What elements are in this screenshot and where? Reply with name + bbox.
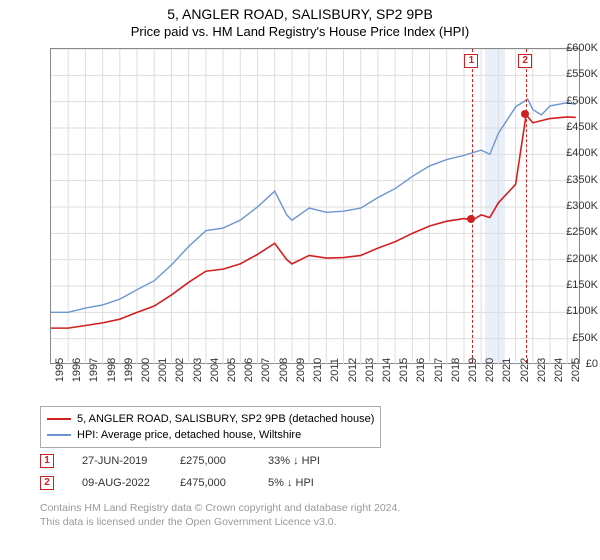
sale-date: 27-JUN-2019 [72,455,162,467]
x-tick-label: 2010 [312,358,324,382]
legend-label: HPI: Average price, detached house, Wilt… [77,429,301,441]
x-tick-label: 2006 [243,358,255,382]
x-tick-label: 2009 [295,358,307,382]
x-tick-label: 2011 [329,358,341,382]
sale-price: £275,000 [180,455,250,467]
x-tick-label: 1998 [106,358,118,382]
legend-label: 5, ANGLER ROAD, SALISBURY, SP2 9PB (deta… [77,413,374,425]
x-tick-label: 2014 [381,358,393,382]
sales-row: 2 09-AUG-2022 £475,000 5% ↓ HPI [40,472,358,494]
series-property [51,115,576,328]
legend-swatch [47,418,71,420]
sales-row-marker: 2 [40,476,54,490]
y-tick-label: £200K [550,253,598,265]
legend-swatch [47,434,71,436]
y-tick-label: £550K [550,68,598,80]
credit-line-2: This data is licensed under the Open Gov… [40,516,400,530]
y-tick-label: £400K [550,147,598,159]
sale-vline [472,49,473,363]
x-tick-label: 1999 [123,358,135,382]
x-tick-label: 2001 [157,358,169,382]
sale-marker-box: 1 [464,54,478,68]
y-tick-label: £250K [550,226,598,238]
legend-row: HPI: Average price, detached house, Wilt… [47,427,374,443]
sale-date: 09-AUG-2022 [72,477,162,489]
y-tick-label: £100K [550,305,598,317]
x-tick-label: 2002 [174,358,186,382]
sales-row: 1 27-JUN-2019 £275,000 33% ↓ HPI [40,450,358,472]
y-tick-label: £300K [550,200,598,212]
y-tick-label: £350K [550,174,598,186]
chart-subtitle: Price paid vs. HM Land Registry's House … [0,22,600,39]
x-tick-label: 2007 [260,358,272,382]
x-tick-label: 2023 [536,358,548,382]
legend-row: 5, ANGLER ROAD, SALISBURY, SP2 9PB (deta… [47,411,374,427]
sale-vline [526,49,527,363]
x-tick-label: 1996 [71,358,83,382]
x-tick-label: 2025 [570,358,582,382]
x-tick-label: 2013 [364,358,376,382]
y-tick-label: £450K [550,121,598,133]
sale-diff: 5% ↓ HPI [268,477,358,489]
line-chart-svg [51,49,581,365]
sale-diff: 33% ↓ HPI [268,455,358,467]
sale-marker-box: 2 [518,54,532,68]
x-tick-label: 1995 [54,358,66,382]
x-tick-label: 2008 [278,358,290,382]
sale-price: £475,000 [180,477,250,489]
y-tick-label: £50K [550,332,598,344]
sale-marker-dot [521,110,529,118]
sales-table: 1 27-JUN-2019 £275,000 33% ↓ HPI 2 09-AUG-202… [40,450,358,494]
x-tick-label: 2024 [553,358,565,382]
y-tick-label: £150K [550,279,598,291]
chart-container: 5, ANGLER ROAD, SALISBURY, SP2 9PB Price… [0,0,600,560]
x-tick-label: 2017 [433,358,445,382]
x-tick-label: 2015 [398,358,410,382]
legend-box: 5, ANGLER ROAD, SALISBURY, SP2 9PB (deta… [40,406,381,448]
x-tick-label: 2022 [519,358,531,382]
x-tick-label: 2003 [192,358,204,382]
x-tick-label: 2004 [209,358,221,382]
credit-line-1: Contains HM Land Registry data © Crown c… [40,502,400,516]
x-tick-label: 2000 [140,358,152,382]
x-tick-label: 2018 [450,358,462,382]
y-tick-label: £600K [550,42,598,54]
x-tick-label: 2016 [415,358,427,382]
x-tick-label: 2021 [501,358,513,382]
x-tick-label: 2005 [226,358,238,382]
x-tick-label: 1997 [88,358,100,382]
x-tick-label: 2012 [347,358,359,382]
x-tick-label: 2019 [467,358,479,382]
x-tick-label: 2020 [484,358,496,382]
sale-marker-dot [467,215,475,223]
chart-title: 5, ANGLER ROAD, SALISBURY, SP2 9PB [0,0,600,22]
sales-row-marker: 1 [40,454,54,468]
plot-area [50,48,580,364]
y-tick-label: £500K [550,95,598,107]
credit-text: Contains HM Land Registry data © Crown c… [40,502,400,529]
